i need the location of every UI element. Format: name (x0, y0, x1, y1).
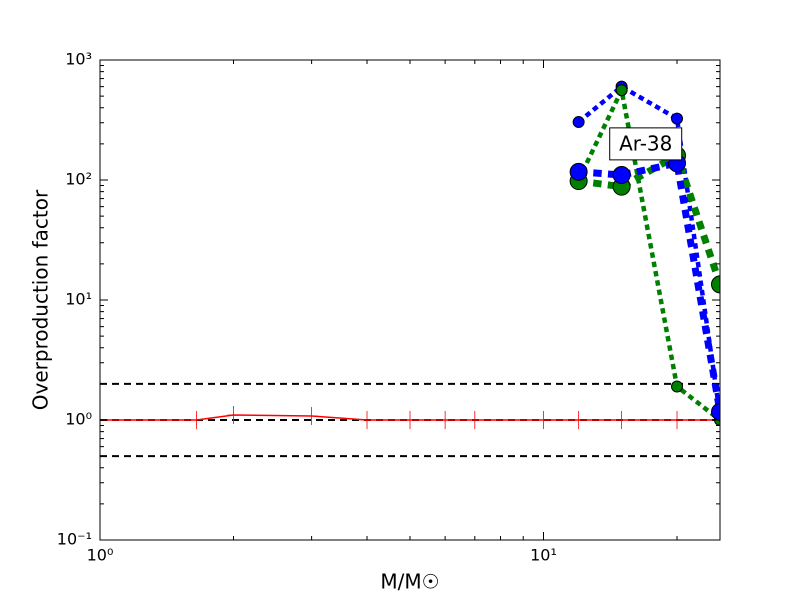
y-tick-label: 10³ (65, 50, 92, 69)
series-line (577, 83, 720, 416)
series-line (576, 83, 720, 422)
series-line (578, 150, 720, 286)
point-marker (190, 411, 203, 429)
annotation: Ar-38 (619, 131, 672, 155)
y-tick-label: 10⁰ (65, 410, 92, 429)
y-axis-label: Overproduction factor (29, 189, 53, 410)
point-marker (439, 411, 452, 429)
x-tick-label: 10¹ (530, 546, 557, 565)
point-marker (468, 411, 481, 429)
y-tick-label: 10⁻¹ (57, 530, 92, 549)
point-marker (227, 406, 240, 425)
point-marker (572, 411, 585, 429)
point-marker (711, 275, 720, 294)
point-marker (615, 84, 628, 97)
point-marker (404, 411, 416, 429)
x-tick-label: 10⁰ (87, 546, 114, 565)
plot-area (100, 80, 720, 458)
point-marker (671, 380, 684, 393)
point-marker (671, 411, 684, 429)
point-marker (305, 406, 318, 425)
x-axis-label: M/M☉ (380, 570, 439, 594)
annotation-box (609, 127, 683, 161)
point-marker (615, 411, 628, 429)
point-marker (612, 166, 631, 185)
y-tick-label: 10² (65, 170, 92, 189)
point-marker (537, 411, 550, 429)
point-marker (711, 402, 720, 421)
point-marker (572, 116, 585, 129)
point-marker (361, 411, 374, 429)
point-marker (569, 162, 588, 181)
point-marker (671, 112, 684, 125)
y-tick-label: 10¹ (65, 290, 92, 309)
series-line (578, 159, 720, 413)
